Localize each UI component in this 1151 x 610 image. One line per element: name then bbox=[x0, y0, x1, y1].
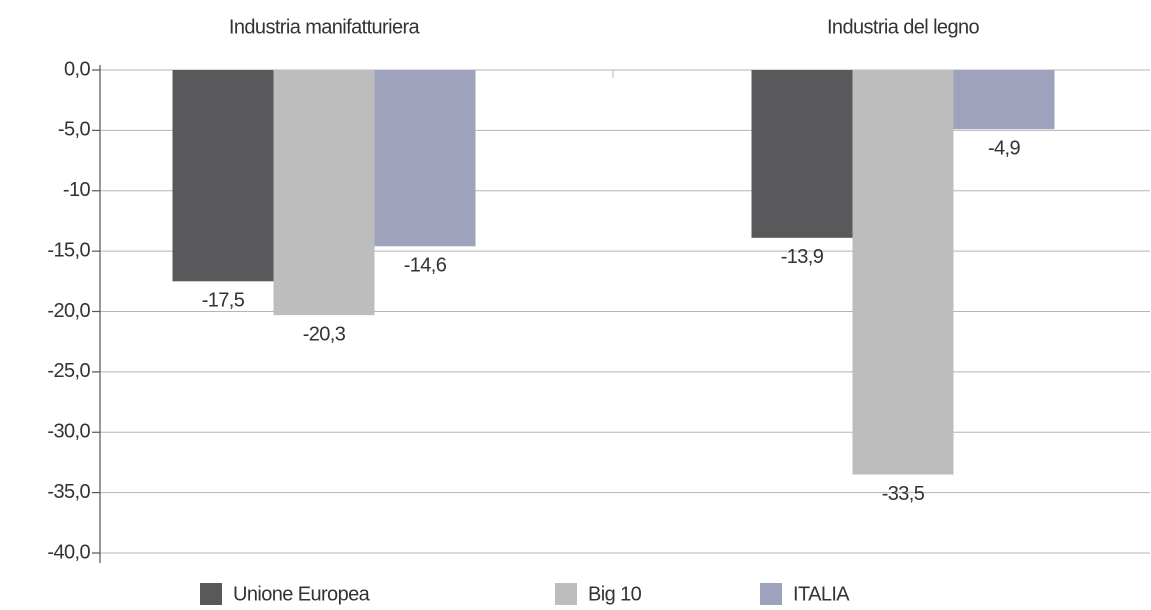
value-label: -17,5 bbox=[202, 290, 245, 312]
y-tick-label: -40,0 bbox=[47, 541, 90, 563]
y-tick-label: -30,0 bbox=[47, 421, 90, 443]
y-tick-label: -10 bbox=[63, 179, 91, 201]
legend-label: Big 10 bbox=[588, 583, 642, 605]
value-label: -20,3 bbox=[303, 323, 346, 345]
legend-swatch bbox=[555, 583, 577, 605]
y-tick-label: -20,0 bbox=[47, 300, 90, 322]
legend-swatch bbox=[200, 583, 222, 605]
category-label: Industria manifatturiera bbox=[229, 16, 421, 38]
category-label: Industria del legno bbox=[827, 16, 980, 38]
y-tick-label: -25,0 bbox=[47, 360, 90, 382]
legend-label: Unione Europea bbox=[233, 583, 371, 605]
bar bbox=[172, 70, 274, 282]
bar bbox=[374, 70, 476, 247]
bar bbox=[953, 70, 1055, 130]
y-tick-label: 0,0 bbox=[64, 58, 90, 80]
bar bbox=[273, 70, 375, 316]
value-label: -33,5 bbox=[882, 483, 925, 505]
legend-label: ITALIA bbox=[793, 583, 850, 605]
y-tick-label: -5,0 bbox=[58, 119, 91, 141]
legend-swatch bbox=[760, 583, 782, 605]
bar bbox=[852, 70, 954, 475]
value-label: -14,6 bbox=[404, 255, 447, 277]
y-tick-label: -35,0 bbox=[47, 481, 90, 503]
y-tick-label: -15,0 bbox=[47, 239, 90, 261]
bar bbox=[751, 70, 853, 238]
value-label: -13,9 bbox=[781, 246, 824, 268]
value-label: -4,9 bbox=[988, 137, 1021, 159]
